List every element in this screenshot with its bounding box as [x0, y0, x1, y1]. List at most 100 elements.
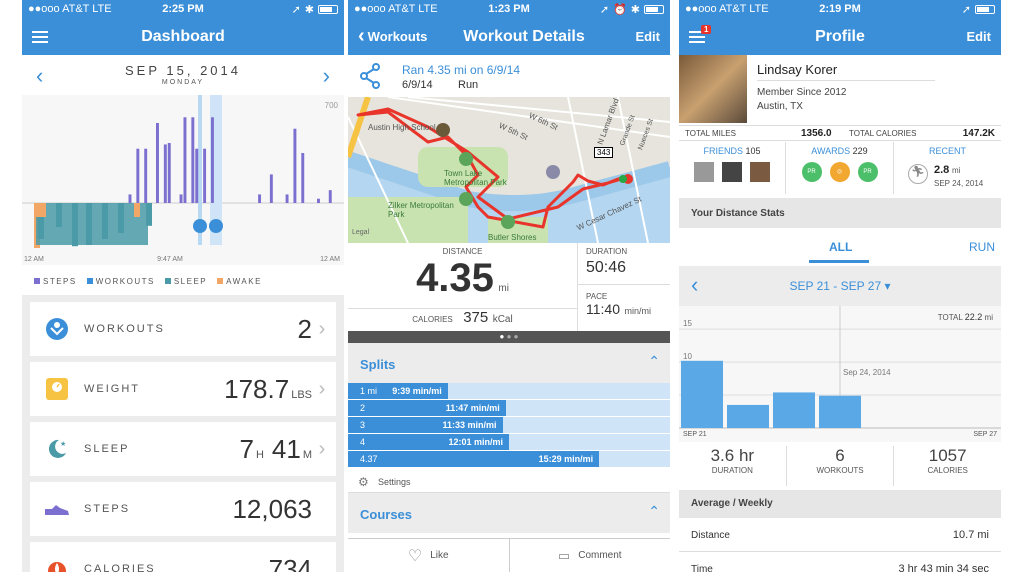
back-button[interactable]: ‹ Workouts: [358, 25, 427, 48]
workouts-label: WORKOUTS: [816, 466, 864, 475]
page-title: Profile: [815, 27, 865, 45]
split-pace: 11:47 min/mi: [445, 403, 500, 413]
route-map[interactable]: Austin High School W 5th St W 6th St N L…: [348, 97, 670, 243]
distance-chart[interactable]: 15105 TOTAL 22.2 mi Sep 24, 2014 SEP 21 …: [679, 306, 1001, 442]
workout-icon: [44, 316, 70, 342]
svg-text:★: ★: [60, 440, 66, 448]
calories-card[interactable]: CALORIES 734: [30, 542, 336, 572]
sleep-label: SLEEP: [84, 443, 130, 455]
split-number: 1 mi: [360, 386, 378, 396]
avg-weekly-header: Average / Weekly: [679, 490, 1001, 518]
awake-bar: [134, 203, 140, 217]
edit-button[interactable]: Edit: [635, 29, 660, 44]
date-label: SEP 15, 2014: [125, 63, 241, 78]
duration-value: 50:46: [586, 259, 627, 276]
activity-chart[interactable]: 12 AM 9:47 AM 12 AM 700: [22, 95, 344, 265]
time-cursor: [198, 95, 202, 245]
split-pace: 12:01 min/mi: [448, 437, 503, 447]
menu-button[interactable]: [32, 30, 48, 43]
tab-run[interactable]: RUN: [969, 240, 995, 254]
pr-award-icon[interactable]: PR: [801, 162, 822, 182]
bluetooth-icon: ✱: [304, 3, 314, 16]
distance-stats-header: Your Distance Stats: [679, 198, 1001, 228]
settings-row[interactable]: ⚙ Settings: [348, 471, 670, 493]
summary-stats: 3.6 hr DURATION 6 WORKOUTS 1057 CALORIES: [679, 446, 1001, 486]
splits-header[interactable]: Splits ⌃: [348, 343, 670, 383]
menu-button[interactable]: 1: [689, 24, 712, 43]
friend-avatar[interactable]: [694, 162, 714, 182]
profile-screen: ●●ooo AT&T LTE 2:19 PM ➚ 1 Profile Edit …: [679, 0, 1001, 572]
notification-badge: 1: [701, 24, 712, 34]
avg-row-distance: Distance 10.7 mi: [679, 518, 1001, 552]
route-shield: 343: [594, 147, 614, 158]
action-bar: ♡ Like ▭ Comment: [348, 538, 670, 572]
recent-section[interactable]: RECENT 🏃︎ 2.8 mi SEP 24, 2014: [894, 142, 1001, 194]
legend-swatch: [34, 278, 40, 284]
legend-item: STEPS: [34, 277, 77, 286]
comment-button[interactable]: ▭ Comment: [510, 539, 671, 572]
total-calories-label: TOTAL CALORIES: [849, 129, 917, 138]
steps-bar: [328, 190, 332, 203]
stats-title: Your Distance Stats: [691, 208, 785, 219]
range-dropdown[interactable]: SEP 21 - SEP 27 ▾: [679, 279, 1001, 293]
location-icon: ➚: [961, 3, 971, 16]
chevron-right-icon: ›: [318, 377, 326, 400]
back-label: Workouts: [367, 29, 428, 44]
edit-button[interactable]: Edit: [966, 29, 991, 44]
legend-label: WORKOUTS: [95, 276, 155, 286]
avg-row-value: 10.7 mi: [952, 529, 989, 541]
sleep-hours-unit: H: [255, 449, 264, 461]
split-row: 4 12:01 min/mi: [348, 434, 670, 450]
distance-bar: [819, 395, 861, 428]
steps-bar: [163, 144, 167, 203]
map-legal-link[interactable]: Legal: [352, 229, 370, 236]
duration-stat: DURATION 50:46: [578, 243, 670, 285]
distance-bar: [773, 392, 815, 428]
collapse-icon[interactable]: ⌃: [648, 503, 660, 519]
workout-marker-icon: [209, 219, 223, 233]
location-icon: ➚: [291, 3, 301, 16]
workout-details-screen: ●●ooo AT&T LTE 1:23 PM ➚ ⏰ ✱ ‹ Workouts Wor…: [348, 0, 670, 572]
alarm-icon: ⏰: [613, 3, 627, 16]
legend-swatch: [217, 278, 224, 284]
collapse-icon[interactable]: ⌃: [648, 353, 660, 369]
shoe-icon: [44, 496, 70, 522]
duration-label: DURATION: [586, 247, 628, 256]
header: ●●ooo AT&T LTE 1:23 PM ➚ ⏰ ✱ ‹ Workouts Wor…: [348, 0, 670, 55]
split-pace: 15:29 min/mi: [538, 454, 594, 464]
courses-header[interactable]: Courses ⌃: [348, 493, 670, 533]
medal-award-icon[interactable]: ◎: [829, 162, 850, 182]
map-label: Butler Shores: [488, 233, 537, 242]
calories-label: CALORIES: [412, 315, 453, 324]
prev-range-button[interactable]: ‹: [691, 272, 699, 297]
next-day-button[interactable]: ›: [322, 63, 330, 88]
comment-label: Comment: [578, 550, 622, 561]
weight-card[interactable]: WEIGHT 178.7 LBS ›: [30, 362, 336, 416]
steps-card[interactable]: STEPS 12,063: [30, 482, 336, 536]
calories-label: CALORIES: [84, 563, 156, 572]
legend-swatch: [86, 278, 93, 284]
total-calories-value: 147.2K: [962, 128, 995, 139]
split-row: 1 mi 9:39 min/mi: [348, 383, 670, 399]
pr-award-icon[interactable]: PR: [857, 162, 878, 182]
status-bar: ●●ooo AT&T LTE 1:23 PM ➚ ⏰ ✱: [348, 0, 670, 18]
like-button[interactable]: ♡ Like: [348, 539, 510, 572]
page-indicator[interactable]: ● ● ●: [348, 331, 670, 343]
avatar[interactable]: [679, 55, 747, 123]
calories-value: 375: [463, 309, 489, 326]
prev-day-button[interactable]: ‹: [36, 63, 44, 88]
tab-all[interactable]: ALL: [829, 240, 853, 254]
workout-title[interactable]: Ran 4.35 mi on 6/9/14: [402, 63, 521, 77]
x-end-label: SEP 27: [973, 431, 997, 438]
split-pace: 11:33 min/mi: [442, 420, 497, 430]
friend-avatar[interactable]: [750, 162, 770, 182]
friend-avatar[interactable]: [722, 162, 742, 182]
steps-bar: [144, 148, 148, 203]
workouts-card[interactable]: WORKOUTS 2 ›: [30, 302, 336, 356]
split-bar: 4 12:01 min/mi: [348, 434, 509, 450]
steps-value: 12,063: [232, 493, 312, 524]
pace-stat: PACE 11:40 min/mi: [578, 286, 670, 331]
friends-section[interactable]: FRIENDS 105: [679, 142, 786, 194]
awards-section[interactable]: AWARDS 229 PR ◎ PR: [786, 142, 894, 194]
